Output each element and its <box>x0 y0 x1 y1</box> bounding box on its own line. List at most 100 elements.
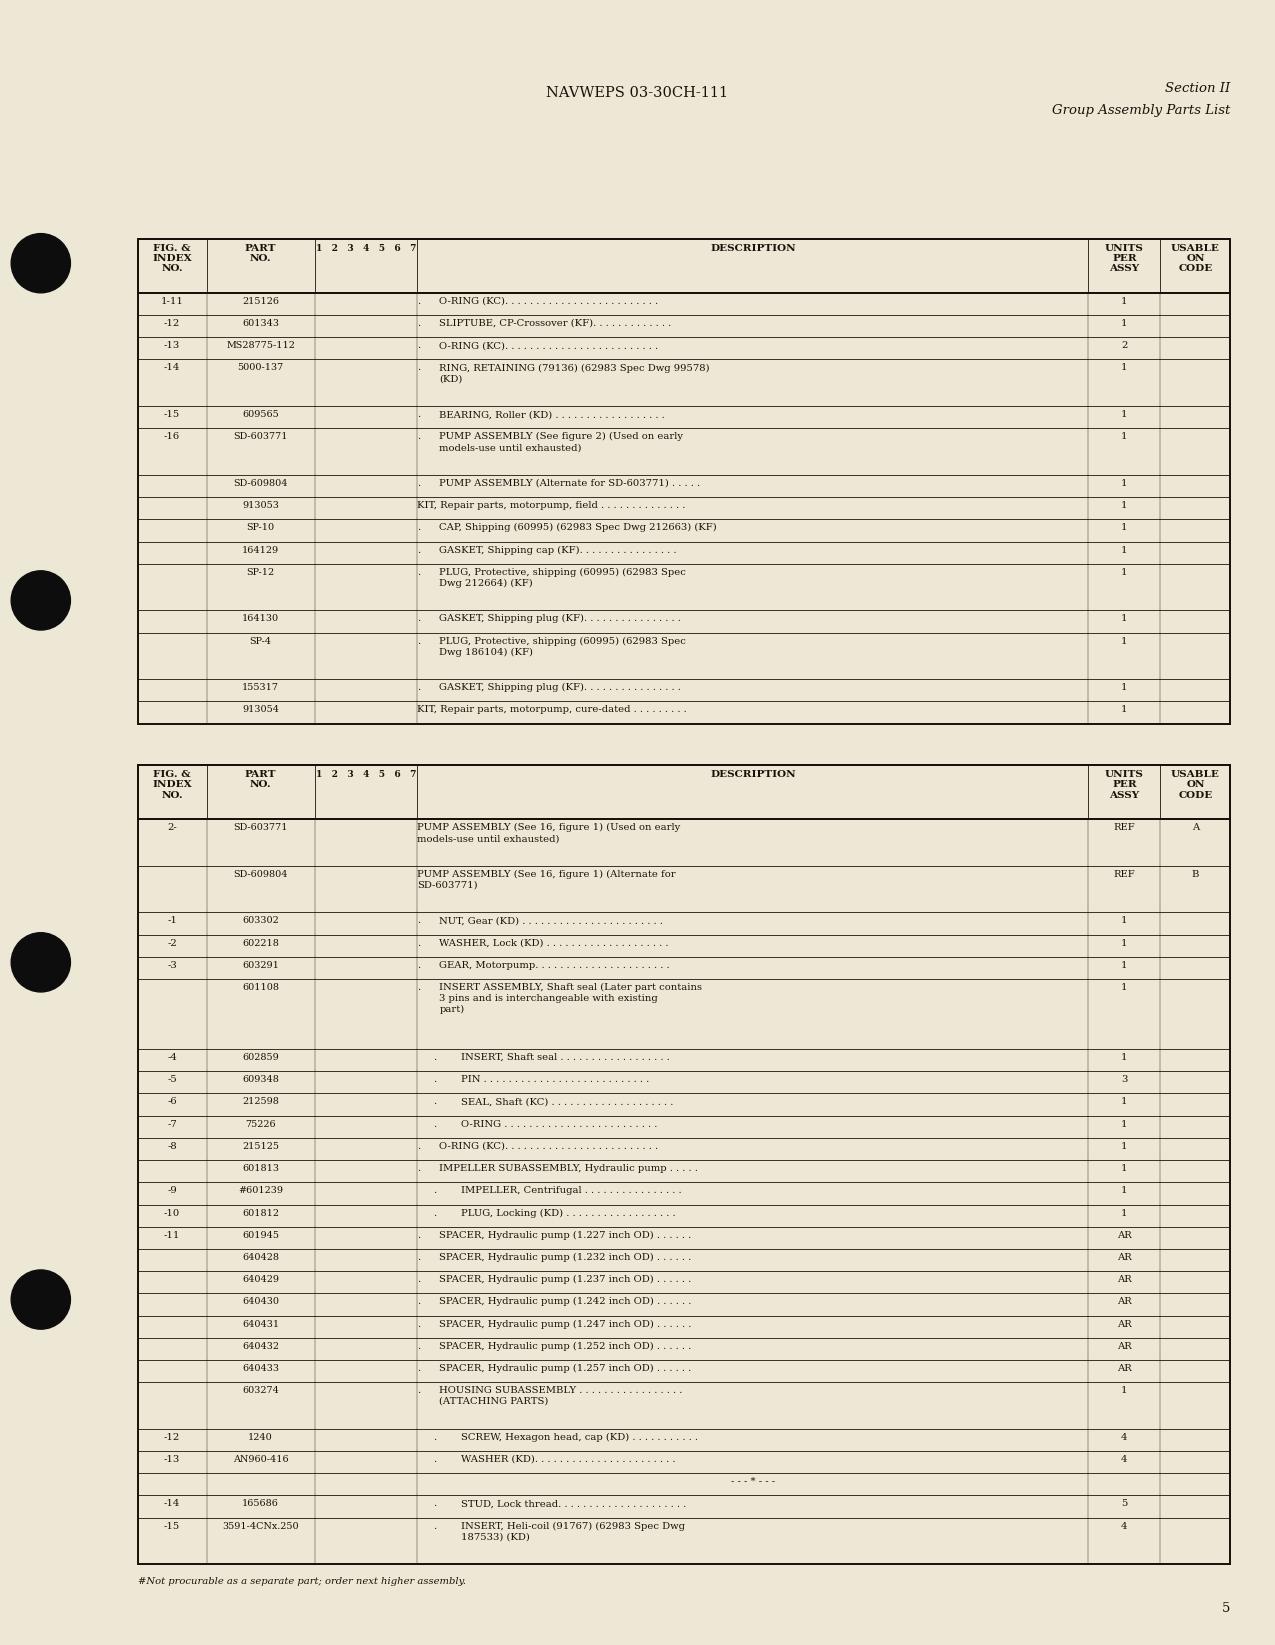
Text: -7: -7 <box>167 1120 177 1128</box>
Bar <box>138 1272 1230 1293</box>
Text: SPACER, Hydraulic pump (1.247 inch OD) . . . . . .: SPACER, Hydraulic pump (1.247 inch OD) .… <box>440 1319 692 1329</box>
Text: 1240: 1240 <box>249 1433 273 1441</box>
Text: .: . <box>417 1275 419 1285</box>
Text: 5: 5 <box>1221 1602 1230 1615</box>
Text: 1: 1 <box>1121 1186 1127 1196</box>
Text: NAVWEPS 03-30CH-111: NAVWEPS 03-30CH-111 <box>547 86 728 100</box>
Text: GASKET, Shipping plug (KF). . . . . . . . . . . . . . . .: GASKET, Shipping plug (KF). . . . . . . … <box>440 683 681 693</box>
Bar <box>138 1518 1230 1564</box>
Text: GASKET, Shipping plug (KF). . . . . . . . . . . . . . . .: GASKET, Shipping plug (KF). . . . . . . … <box>440 614 681 623</box>
Text: 640428: 640428 <box>242 1253 279 1262</box>
Text: .: . <box>417 479 419 489</box>
Text: HOUSING SUBASSEMBLY . . . . . . . . . . . . . . . . .
(ATTACHING PARTS): HOUSING SUBASSEMBLY . . . . . . . . . . … <box>440 1387 683 1406</box>
Text: SPACER, Hydraulic pump (1.232 inch OD) . . . . . .: SPACER, Hydraulic pump (1.232 inch OD) .… <box>440 1253 691 1262</box>
Bar <box>138 337 1230 360</box>
Text: A: A <box>1192 822 1198 832</box>
Text: PART
NO.: PART NO. <box>245 770 277 790</box>
Text: O-RING (KC). . . . . . . . . . . . . . . . . . . . . . . . .: O-RING (KC). . . . . . . . . . . . . . .… <box>440 296 659 306</box>
Text: .: . <box>417 568 419 577</box>
Text: 640432: 640432 <box>242 1342 279 1351</box>
Text: 1: 1 <box>1121 296 1127 306</box>
Text: .: . <box>417 1142 419 1152</box>
Text: SPACER, Hydraulic pump (1.252 inch OD) . . . . . .: SPACER, Hydraulic pump (1.252 inch OD) .… <box>440 1342 691 1351</box>
Text: 601108: 601108 <box>242 984 279 992</box>
Text: 609565: 609565 <box>242 410 279 419</box>
Text: 603291: 603291 <box>242 961 279 971</box>
Text: NUT, Gear (KD) . . . . . . . . . . . . . . . . . . . . . . .: NUT, Gear (KD) . . . . . . . . . . . . .… <box>440 916 663 926</box>
Text: Section II: Section II <box>1165 82 1230 94</box>
Text: .: . <box>417 1387 419 1395</box>
Text: 640433: 640433 <box>242 1364 279 1374</box>
Text: 1: 1 <box>1121 614 1127 623</box>
Bar <box>138 1094 1230 1115</box>
Text: SPACER, Hydraulic pump (1.257 inch OD) . . . . . .: SPACER, Hydraulic pump (1.257 inch OD) .… <box>440 1364 691 1374</box>
Bar <box>138 765 1230 819</box>
Text: .: . <box>417 546 419 554</box>
Text: DESCRIPTION: DESCRIPTION <box>710 243 796 253</box>
Text: 1: 1 <box>1121 1120 1127 1128</box>
Text: -8: -8 <box>167 1142 177 1152</box>
Text: AR: AR <box>1117 1230 1132 1240</box>
Text: 215125: 215125 <box>242 1142 279 1152</box>
Text: UNITS
PER
ASSY: UNITS PER ASSY <box>1105 243 1144 273</box>
Text: .: . <box>432 1456 436 1464</box>
Text: AN960-416: AN960-416 <box>233 1456 288 1464</box>
Text: 1-11: 1-11 <box>161 296 184 306</box>
Text: 602218: 602218 <box>242 939 279 948</box>
Text: REF: REF <box>1113 822 1135 832</box>
Text: SPACER, Hydraulic pump (1.227 inch OD) . . . . . .: SPACER, Hydraulic pump (1.227 inch OD) .… <box>440 1230 691 1240</box>
Bar <box>138 979 1230 1050</box>
Text: -9: -9 <box>167 1186 177 1196</box>
Text: 5000-137: 5000-137 <box>237 364 284 372</box>
Text: .: . <box>432 1120 436 1128</box>
Text: -6: -6 <box>167 1097 177 1107</box>
Text: -14: -14 <box>164 364 180 372</box>
Text: - - - * - - -: - - - * - - - <box>731 1477 775 1485</box>
Text: FIG. &
INDEX
NO.: FIG. & INDEX NO. <box>152 243 193 273</box>
Text: .: . <box>417 1230 419 1240</box>
Text: 1: 1 <box>1121 479 1127 489</box>
Text: -11: -11 <box>164 1230 180 1240</box>
Text: 609348: 609348 <box>242 1076 279 1084</box>
Text: 1: 1 <box>1121 916 1127 926</box>
Text: CAP, Shipping (60995) (62983 Spec Dwg 212663) (KF): CAP, Shipping (60995) (62983 Spec Dwg 21… <box>440 523 717 533</box>
Bar <box>138 1495 1230 1518</box>
Bar <box>138 1227 1230 1249</box>
Bar <box>138 1138 1230 1160</box>
Text: 640431: 640431 <box>242 1319 279 1329</box>
Bar <box>138 1071 1230 1094</box>
Bar <box>138 633 1230 679</box>
Bar <box>138 239 1230 724</box>
Text: 603274: 603274 <box>242 1387 279 1395</box>
Text: 3591-4CNx.250: 3591-4CNx.250 <box>222 1522 298 1530</box>
Text: AR: AR <box>1117 1319 1132 1329</box>
Text: .: . <box>432 1522 436 1530</box>
Circle shape <box>11 234 70 293</box>
Text: 2: 2 <box>1121 341 1127 350</box>
Text: .: . <box>417 984 419 992</box>
Text: .: . <box>432 1053 436 1063</box>
Bar <box>138 1249 1230 1272</box>
Bar <box>138 610 1230 633</box>
Text: 165686: 165686 <box>242 1500 279 1508</box>
Text: INSERT, Shaft seal . . . . . . . . . . . . . . . . . .: INSERT, Shaft seal . . . . . . . . . . .… <box>462 1053 671 1063</box>
Text: USABLE
ON
CODE: USABLE ON CODE <box>1170 243 1220 273</box>
Bar <box>138 564 1230 610</box>
Text: -1: -1 <box>167 916 177 926</box>
Bar <box>138 497 1230 520</box>
Text: 1: 1 <box>1121 364 1127 372</box>
Text: PUMP ASSEMBLY (See 16, figure 1) (Alternate for
SD-603771): PUMP ASSEMBLY (See 16, figure 1) (Altern… <box>417 870 676 890</box>
Text: 913054: 913054 <box>242 706 279 714</box>
Text: 5: 5 <box>1121 1500 1127 1508</box>
Bar <box>138 1474 1230 1495</box>
Text: SD-609804: SD-609804 <box>233 870 288 878</box>
Text: GEAR, Motorpump. . . . . . . . . . . . . . . . . . . . . .: GEAR, Motorpump. . . . . . . . . . . . .… <box>440 961 671 971</box>
Text: AR: AR <box>1117 1364 1132 1374</box>
Text: 164130: 164130 <box>242 614 279 623</box>
Circle shape <box>11 1270 70 1329</box>
Bar <box>138 1115 1230 1138</box>
Text: MS28775-112: MS28775-112 <box>226 341 295 350</box>
Text: .: . <box>417 614 419 623</box>
Text: IMPELLER, Centrifugal . . . . . . . . . . . . . . . .: IMPELLER, Centrifugal . . . . . . . . . … <box>462 1186 682 1196</box>
Text: .: . <box>432 1076 436 1084</box>
